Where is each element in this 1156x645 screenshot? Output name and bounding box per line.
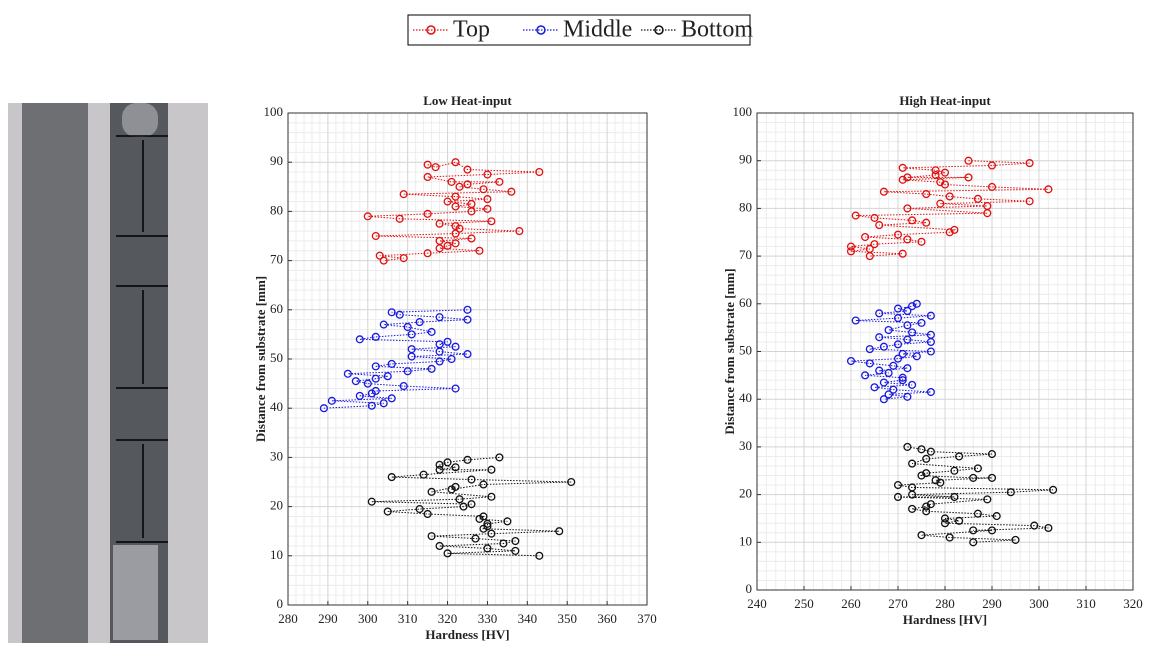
data-point <box>432 164 439 171</box>
x-tick-label: 300 <box>358 611 378 626</box>
y-tick-label: 0 <box>277 596 284 611</box>
y-tick-label: 30 <box>739 438 752 453</box>
legend-label: Top <box>453 17 490 43</box>
y-tick-label: 10 <box>739 533 752 548</box>
x-axis-label: Hardness [HV] <box>903 612 987 627</box>
y-tick-label: 60 <box>739 295 752 310</box>
y-tick-label: 90 <box>739 152 752 167</box>
y-tick-label: 10 <box>270 547 283 562</box>
x-tick-label: 330 <box>478 611 498 626</box>
x-tick-label: 290 <box>318 611 338 626</box>
x-tick-label: 340 <box>518 611 538 626</box>
specimen-base <box>113 545 158 640</box>
x-tick-label: 280 <box>278 611 298 626</box>
y-tick-label: 20 <box>739 486 752 501</box>
chart-title: High Heat-input <box>899 93 991 108</box>
x-tick-label: 310 <box>1076 596 1096 611</box>
y-tick-label: 40 <box>270 399 283 414</box>
data-point <box>928 448 935 455</box>
y-tick-label: 20 <box>270 498 283 513</box>
y-tick-label: 90 <box>270 153 283 168</box>
x-tick-label: 290 <box>982 596 1002 611</box>
x-tick-label: 370 <box>637 611 657 626</box>
y-tick-label: 60 <box>270 301 283 316</box>
y-tick-label: 80 <box>270 202 283 217</box>
specimen-top <box>122 103 158 137</box>
x-tick-label: 350 <box>557 611 577 626</box>
y-tick-label: 100 <box>733 104 753 119</box>
y-tick-label: 70 <box>270 252 283 267</box>
y-tick-label: 100 <box>264 104 284 119</box>
y-tick-label: 30 <box>270 448 283 463</box>
x-tick-label: 270 <box>888 596 908 611</box>
legend: Top Middle Bottom <box>408 15 753 45</box>
y-axis-label: Distance from substrate [mm] <box>253 276 268 442</box>
x-tick-label: 320 <box>1123 596 1143 611</box>
x-tick-label: 240 <box>747 596 767 611</box>
x-tick-label: 320 <box>438 611 458 626</box>
y-tick-label: 50 <box>270 350 283 365</box>
chart-high-heat: 240 250 260 270 280 290 300 310 320 0 10 20 30 40 50 60… <box>722 93 1143 627</box>
x-axis-label: Hardness [HV] <box>425 627 509 642</box>
chart-title: Low Heat-input <box>423 93 512 108</box>
x-tick-label: 250 <box>794 596 814 611</box>
legend-label: Bottom <box>681 17 753 43</box>
legend-label: Middle <box>563 17 632 43</box>
x-tick-label: 360 <box>597 611 617 626</box>
y-tick-label: 40 <box>739 390 752 405</box>
ruler <box>22 103 88 643</box>
chart-low-heat: 280 290 300 310 320 330 340 350 360 370 0 10 20 30 40 5… <box>253 93 657 642</box>
x-tick-label: 300 <box>1029 596 1049 611</box>
y-tick-label: 80 <box>739 199 752 214</box>
figure: TopMiddleBottom 280290300310320330340350… <box>0 0 1156 645</box>
x-tick-label: 280 <box>935 596 955 611</box>
y-axis-label: Distance from substrate [mm] <box>722 268 737 434</box>
specimen-photo <box>8 103 208 643</box>
y-tick-label: 50 <box>739 342 752 357</box>
y-tick-label: 70 <box>739 247 752 262</box>
y-tick-label: 0 <box>746 581 753 596</box>
x-tick-label: 310 <box>398 611 418 626</box>
x-tick-label: 260 <box>841 596 861 611</box>
